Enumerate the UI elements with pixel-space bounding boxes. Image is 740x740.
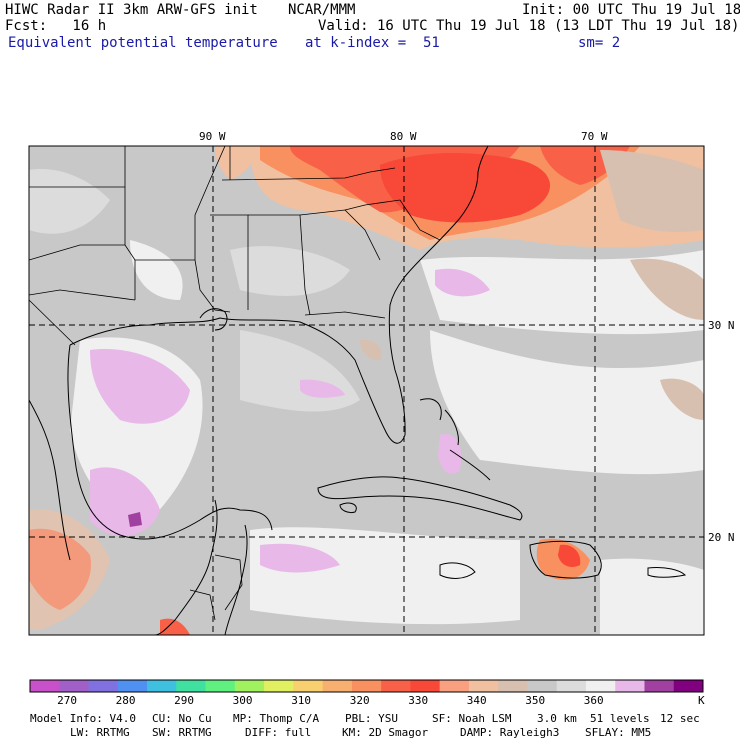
smoothing-label: sm= 2: [578, 35, 621, 51]
sw-scheme: SW: RRTMG: [152, 726, 212, 739]
colorbar-swatch: [293, 680, 324, 692]
sf-scheme: SF: Noah LSM: [432, 712, 512, 725]
km-setting: KM: 2D Smagor: [342, 726, 429, 739]
colorbar-tick-label: 300: [232, 694, 253, 707]
time-step: 12 sec: [660, 712, 700, 725]
colorbar-swatch: [59, 680, 90, 692]
colorbar-swatch: [556, 680, 587, 692]
colorbar-swatch: [439, 680, 470, 692]
colorbar-swatch: [381, 680, 411, 692]
colorbar-swatch: [410, 680, 441, 692]
lon-label-80w: 80 W: [390, 130, 417, 143]
mp-scheme: MP: Thomp C/A: [233, 712, 320, 725]
colorbar-swatch: [205, 680, 236, 692]
colorbar-swatch: [264, 680, 294, 692]
field-name: Equivalent potential temperature: [8, 35, 278, 51]
theta-e-field: [29, 146, 704, 635]
sflay-setting: SFLAY: MM5: [585, 726, 652, 739]
coastlines: [29, 146, 687, 635]
colorbar-tick-label: 340: [466, 694, 487, 707]
vertical-levels: 51 levels: [590, 712, 650, 725]
colorbar-swatch: [147, 680, 177, 692]
colorbar-unit: K: [698, 694, 705, 707]
lat-label-20n: 20 N: [708, 531, 735, 544]
pbl-scheme: PBL: YSU: [345, 712, 398, 725]
colorbar-swatch: [673, 680, 704, 692]
colorbar-tick-label: 320: [349, 694, 370, 707]
level-label: at k-index = 51: [305, 35, 440, 51]
damp-setting: DAMP: Rayleigh3: [460, 726, 560, 739]
political-boundaries: [29, 146, 441, 621]
diff-setting: DIFF: full: [245, 726, 312, 739]
map-border: [28, 145, 705, 636]
colorbar-swatch: [176, 680, 207, 692]
colorbar-tick-label: 280: [115, 694, 136, 707]
colorbar-swatch: [351, 680, 382, 692]
colorbar-swatch: [585, 680, 616, 692]
lw-scheme: LW: RRTMG: [70, 726, 130, 739]
colorbar-swatch: [117, 680, 148, 692]
lat-label-30n: 30 N: [708, 319, 735, 332]
colorbar-tick-label: 270: [57, 694, 77, 707]
org-label: NCAR/MMM: [288, 2, 356, 18]
lon-label-70w: 70 W: [581, 130, 608, 143]
model-info: Model Info: V4.0: [30, 712, 136, 725]
lon-label-90w: 90 W: [199, 130, 226, 143]
colorbar-swatch: [615, 680, 645, 692]
forecast-hour: Fcst: 16 h: [5, 18, 107, 34]
colorbar-swatch: [644, 680, 675, 692]
valid-time: Valid: 16 UTC Thu 19 Jul 18 (13 LDT Thu …: [318, 18, 740, 34]
graticule: [29, 146, 704, 635]
colorbar-tick-label: 330: [408, 694, 429, 707]
init-time: Init: 00 UTC Thu 19 Jul 18: [522, 2, 740, 18]
grid-spacing: 3.0 km: [537, 712, 577, 725]
colorbar-swatch: [527, 680, 558, 692]
colorbar-swatch: [88, 680, 119, 692]
colorbar-swatch: [234, 680, 265, 692]
colorbar-swatch: [322, 680, 353, 692]
colorbar-tick-label: 310: [291, 694, 312, 707]
colorbar-swatch: [498, 680, 528, 692]
colorbar-swatch: [468, 680, 499, 692]
colorbar-swatch: [30, 680, 60, 692]
colorbar-tick-label: 290: [174, 694, 195, 707]
colorbar-border: [29, 679, 704, 693]
cu-scheme: CU: No Cu: [152, 712, 212, 725]
model-title: HIWC Radar II 3km ARW-GFS init: [5, 2, 258, 18]
colorbar-tick-label: 350: [525, 694, 546, 707]
colorbar: [29, 679, 704, 693]
colorbar-tick-label: 360: [583, 694, 604, 707]
